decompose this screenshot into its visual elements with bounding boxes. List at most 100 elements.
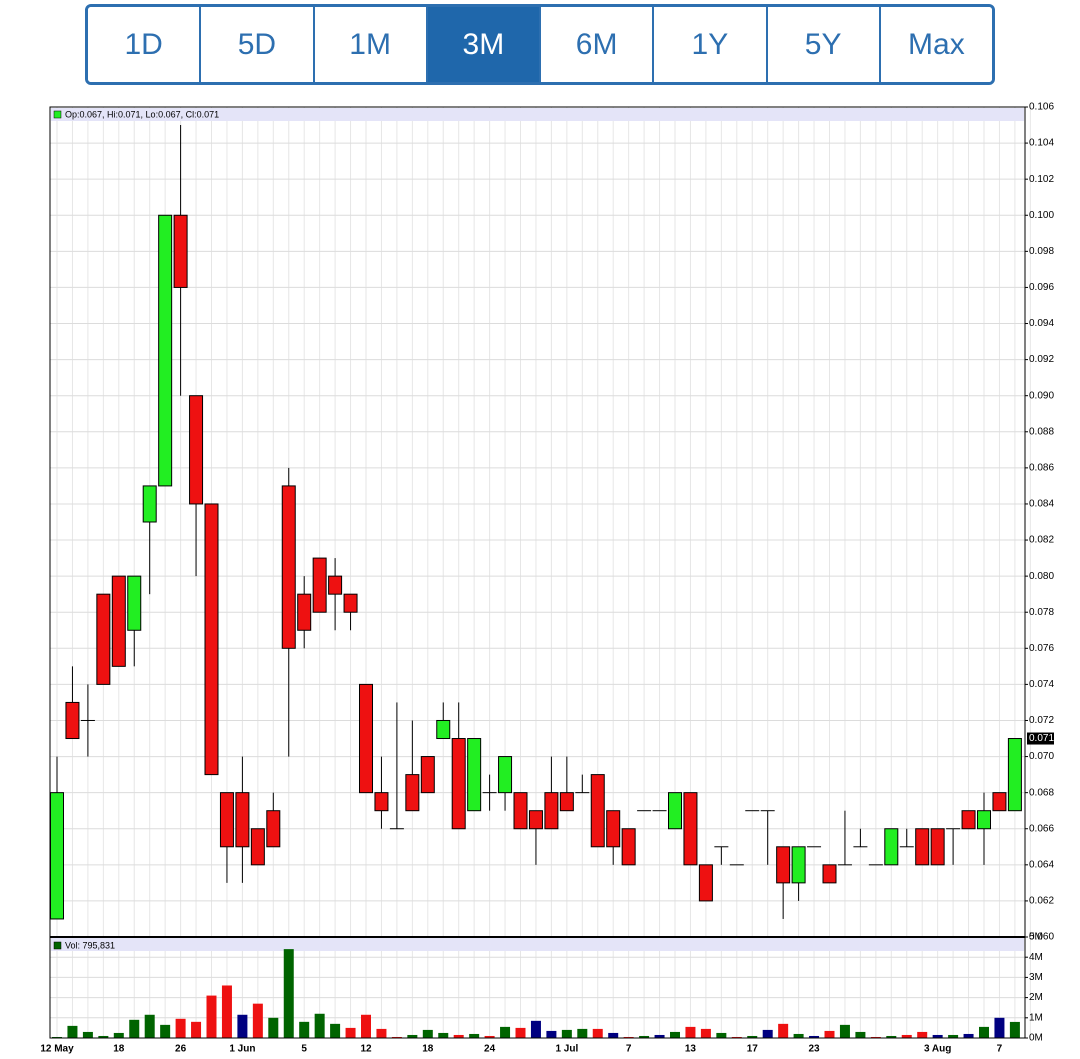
y-tick-label: 0.082 xyxy=(1029,535,1054,546)
volume-bar xyxy=(345,1027,356,1038)
candle-body xyxy=(559,792,574,812)
y-tick-label: 0.094 xyxy=(1029,318,1054,329)
info-text: Op:0.067, Hi:0.071, Lo:0.067, Cl:0.071 xyxy=(65,109,219,119)
candle-body xyxy=(250,828,265,866)
volume-bar xyxy=(731,1036,742,1038)
candle-body xyxy=(884,828,899,866)
range-button[interactable]: 1Y xyxy=(654,7,768,82)
volume-bar xyxy=(144,1014,155,1038)
volume-bar xyxy=(221,985,232,1038)
volume-bar xyxy=(98,1035,109,1038)
candle-body xyxy=(544,792,559,830)
x-tick-label: 5 xyxy=(301,1044,307,1055)
candle-body xyxy=(1007,738,1022,812)
candle-body xyxy=(328,575,343,595)
candle-body xyxy=(915,828,930,866)
candle-body xyxy=(992,792,1007,812)
volume-bar xyxy=(314,1013,325,1038)
volume-bar xyxy=(407,1034,418,1038)
range-button[interactable]: 6M xyxy=(541,7,655,82)
candle-body xyxy=(822,864,837,884)
x-tick-label: 18 xyxy=(113,1044,125,1055)
candle-body xyxy=(127,575,142,631)
volume-bar xyxy=(886,1035,897,1038)
candle-body xyxy=(621,828,636,866)
last-price-box xyxy=(1027,732,1054,745)
volume-bar xyxy=(453,1034,464,1038)
volume-bar xyxy=(932,1034,943,1038)
legend-swatch xyxy=(53,941,62,950)
legend-swatch xyxy=(53,110,62,119)
y-tick-label: 0.066 xyxy=(1029,823,1054,834)
candle-body xyxy=(96,593,111,685)
x-tick-label: 7 xyxy=(997,1044,1003,1055)
volume-bar xyxy=(870,1036,881,1038)
candle-body xyxy=(204,503,219,776)
volume-bar xyxy=(191,1021,202,1038)
volume-bar xyxy=(438,1032,449,1038)
candle-body xyxy=(235,792,250,848)
range-button[interactable]: 1D xyxy=(88,7,202,82)
y-tick-label: 0.080 xyxy=(1029,571,1054,582)
x-tick-label: 17 xyxy=(747,1044,759,1055)
last-price-label: 0.071 xyxy=(1029,733,1054,744)
candle-body xyxy=(142,485,157,523)
y-tick-label: 0.102 xyxy=(1029,174,1054,185)
volume-bar xyxy=(67,1025,78,1038)
x-tick-label: 13 xyxy=(685,1044,697,1055)
x-tick-label: 23 xyxy=(808,1044,820,1055)
y-tick-label: 0.060 xyxy=(1029,932,1054,943)
y-tick-label: 0M xyxy=(1029,1033,1043,1044)
x-tick-label: 26 xyxy=(175,1044,187,1055)
volume-bar xyxy=(809,1035,820,1038)
candle-body xyxy=(297,593,312,631)
volume-bar xyxy=(700,1028,711,1038)
candle-body xyxy=(467,738,482,812)
candle-body xyxy=(420,756,435,794)
volume-bar xyxy=(948,1034,959,1038)
volume-bar xyxy=(252,1003,263,1038)
volume-bar xyxy=(994,1017,1005,1038)
volume-bar xyxy=(206,995,217,1038)
range-button[interactable]: 1M xyxy=(314,7,428,82)
candle-body xyxy=(65,701,80,740)
volume-bar xyxy=(778,1023,789,1038)
range-button[interactable]: 5D xyxy=(201,7,315,82)
x-tick-label: 3 Aug xyxy=(924,1044,951,1055)
volume-bar xyxy=(530,1020,541,1038)
volume-bar xyxy=(608,1032,619,1038)
x-tick-label: 24 xyxy=(484,1044,496,1055)
volume-bar xyxy=(422,1029,433,1038)
candle-body xyxy=(281,485,296,649)
volume-bar xyxy=(979,1026,989,1038)
volume-bar xyxy=(1009,1021,1020,1038)
candle-body xyxy=(977,810,991,830)
volume-bar xyxy=(160,1024,171,1038)
y-tick-label: 0.100 xyxy=(1029,210,1054,221)
candle-body xyxy=(189,395,204,505)
volume-bar xyxy=(716,1032,727,1038)
range-button[interactable]: Max xyxy=(880,7,992,82)
candle-body xyxy=(498,756,513,794)
candle-body xyxy=(158,214,173,487)
volume-bar xyxy=(592,1028,603,1038)
volume-bar xyxy=(391,1036,402,1038)
volume-bar xyxy=(52,1036,62,1038)
candle-body xyxy=(173,214,188,288)
volume-bar xyxy=(793,1033,804,1038)
range-button[interactable]: 3M xyxy=(427,7,541,82)
volume-bar xyxy=(546,1030,557,1038)
volume-bar xyxy=(299,1021,310,1038)
volume-bar xyxy=(670,1031,680,1038)
volume-bar xyxy=(376,1028,387,1038)
candle-body xyxy=(930,828,945,866)
y-tick-label: 0.068 xyxy=(1029,787,1054,798)
range-button[interactable]: 5Y xyxy=(767,7,881,82)
candle-body xyxy=(343,593,358,613)
volume-bar xyxy=(839,1024,850,1038)
volume-bar xyxy=(824,1030,835,1038)
info-strip xyxy=(51,108,1024,121)
candle-body xyxy=(513,792,528,830)
